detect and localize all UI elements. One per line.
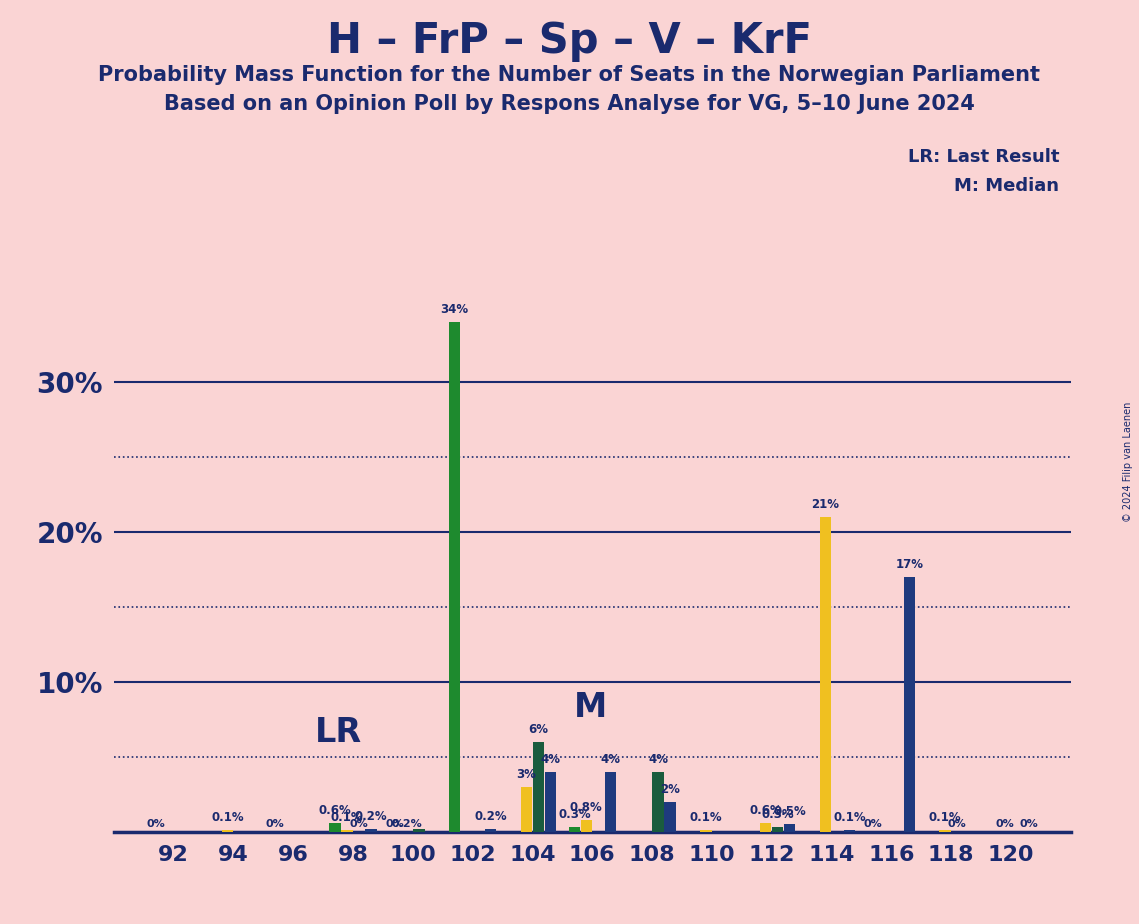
Text: 0.1%: 0.1% — [833, 811, 866, 824]
Bar — [449, 322, 460, 832]
Bar — [820, 517, 831, 832]
Bar — [581, 820, 592, 832]
Text: 0%: 0% — [386, 819, 404, 829]
Bar — [521, 786, 532, 832]
Text: 0.1%: 0.1% — [330, 811, 363, 824]
Text: H – FrP – Sp – V – KrF: H – FrP – Sp – V – KrF — [327, 20, 812, 62]
Text: 0%: 0% — [350, 819, 368, 829]
Text: Based on an Opinion Poll by Respons Analyse for VG, 5–10 June 2024: Based on an Opinion Poll by Respons Anal… — [164, 94, 975, 115]
Bar — [605, 772, 616, 832]
Text: 0.8%: 0.8% — [570, 800, 603, 814]
Bar — [903, 577, 915, 832]
Bar — [329, 822, 341, 832]
Text: 0.2%: 0.2% — [474, 809, 507, 822]
Text: LR: LR — [314, 716, 362, 749]
Text: 0.1%: 0.1% — [928, 811, 961, 824]
Bar — [664, 802, 675, 832]
Text: 6%: 6% — [528, 723, 549, 736]
Text: 0.1%: 0.1% — [689, 811, 722, 824]
Text: 0%: 0% — [948, 819, 966, 829]
Bar — [700, 830, 712, 832]
Text: M: M — [574, 691, 607, 723]
Text: 0.3%: 0.3% — [558, 808, 591, 821]
Text: 4%: 4% — [600, 753, 621, 766]
Text: 0.6%: 0.6% — [319, 804, 352, 817]
Bar — [342, 830, 353, 832]
Bar — [940, 830, 951, 832]
Text: 34%: 34% — [441, 303, 469, 316]
Text: 4%: 4% — [648, 753, 669, 766]
Text: 0%: 0% — [267, 819, 285, 829]
Text: LR: Last Result: LR: Last Result — [908, 148, 1059, 165]
Bar — [544, 772, 556, 832]
Bar — [568, 827, 580, 832]
Text: 21%: 21% — [811, 498, 839, 511]
Text: 0%: 0% — [147, 819, 165, 829]
Bar — [844, 830, 855, 832]
Text: 0.1%: 0.1% — [211, 811, 244, 824]
Text: 4%: 4% — [540, 753, 560, 766]
Text: 0.6%: 0.6% — [749, 804, 782, 817]
Text: 17%: 17% — [895, 558, 924, 571]
Text: 3%: 3% — [517, 768, 536, 781]
Bar — [366, 829, 377, 832]
Text: 0.3%: 0.3% — [761, 808, 794, 821]
Text: 0.5%: 0.5% — [773, 805, 806, 818]
Text: 0%: 0% — [995, 819, 1014, 829]
Bar — [485, 829, 497, 832]
Bar — [784, 824, 795, 832]
Text: 0.2%: 0.2% — [392, 819, 423, 829]
Text: © 2024 Filip van Laenen: © 2024 Filip van Laenen — [1123, 402, 1132, 522]
Text: 0%: 0% — [1019, 819, 1038, 829]
Text: 0%: 0% — [865, 819, 883, 829]
Bar — [222, 830, 233, 832]
Bar — [653, 772, 664, 832]
Text: 0.2%: 0.2% — [354, 809, 387, 822]
Text: 2%: 2% — [661, 783, 680, 796]
Bar — [772, 827, 784, 832]
Text: Probability Mass Function for the Number of Seats in the Norwegian Parliament: Probability Mass Function for the Number… — [98, 65, 1041, 85]
Bar — [533, 742, 544, 832]
Bar — [413, 829, 425, 832]
Bar — [760, 822, 771, 832]
Text: M: Median: M: Median — [954, 177, 1059, 195]
